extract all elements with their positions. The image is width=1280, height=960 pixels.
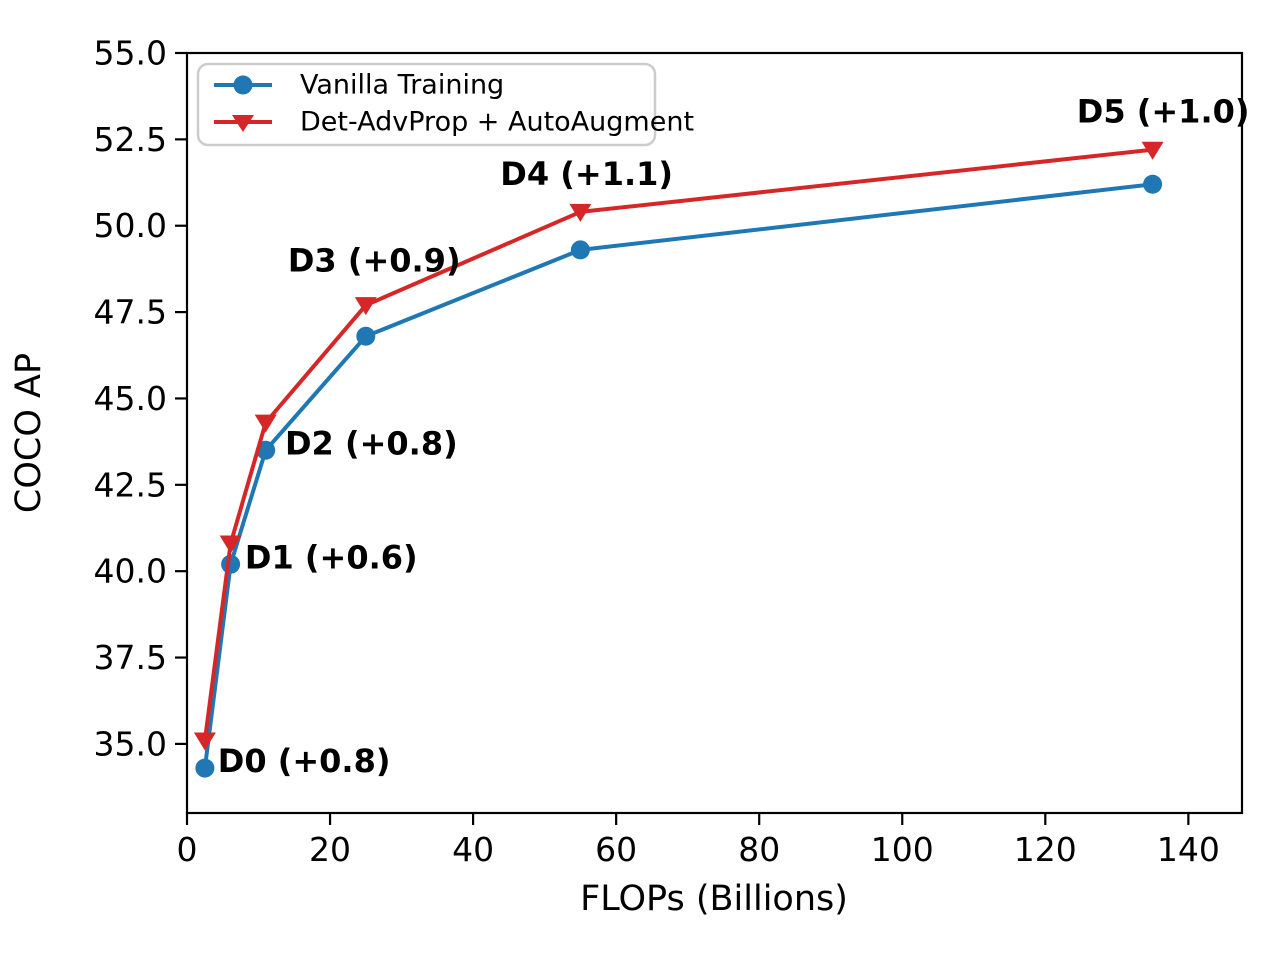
annotation-label: D5 (+1.0) [1077, 93, 1250, 131]
data-point-triangle-down [354, 297, 377, 316]
annotation-label: D4 (+1.1) [500, 155, 673, 193]
y-tick-label: 47.5 [94, 293, 167, 332]
y-tick-label: 55.0 [94, 34, 167, 73]
data-point-triangle-down [254, 414, 277, 433]
x-tick-label: 20 [309, 830, 351, 869]
point-annotations: D0 (+0.8) D1 (+0.6) D2 (+0.8) D3 (+0.9) D4 (… [218, 93, 1250, 780]
x-tick-label: 0 [177, 830, 198, 869]
x-axis-ticks: 0 20 40 60 80 100 120 140 [177, 813, 1220, 869]
plot-area [185, 51, 1244, 815]
data-point-triangle-down [569, 203, 592, 222]
legend-box [196, 62, 657, 147]
annotation-label: D0 (+0.8) [218, 742, 391, 780]
legend-entry-advprop: Det-AdvProp + AutoAugment [214, 107, 694, 138]
annotation-label: D1 (+0.6) [245, 538, 418, 576]
triangle-down-marker-icon [232, 115, 254, 132]
y-tick-label: 37.5 [94, 638, 167, 677]
series-line-circle [202, 182, 1153, 769]
x-tick-label: 80 [738, 830, 780, 869]
y-axis-ticks: 35.0 37.5 40.0 42.5 45.0 47.5 50.0 52.5 55.0 [94, 34, 187, 763]
legend-entry-vanilla: Vanilla Training [214, 70, 504, 101]
circle-marker-icon [233, 75, 253, 95]
x-tick-label: 120 [1014, 830, 1077, 869]
legend-label-advprop: Det-AdvProp + AutoAugment [300, 107, 694, 138]
y-tick-label: 40.0 [94, 552, 167, 591]
x-tick-label: 100 [871, 830, 934, 869]
x-axis-label: FLOPs (Billions) [580, 879, 848, 919]
data-point-circle [1143, 174, 1163, 194]
data-point-triangle-down [1141, 141, 1164, 160]
legend-label-vanilla: Vanilla Training [300, 70, 504, 101]
y-tick-label: 35.0 [94, 724, 167, 763]
x-tick-label: 140 [1157, 830, 1220, 869]
data-point-circle [356, 326, 376, 346]
y-axis-label: COCO AP [9, 353, 49, 513]
annotation-label: D2 (+0.8) [285, 424, 458, 462]
data-point-circle [195, 758, 215, 778]
x-tick-label: 40 [452, 830, 494, 869]
data-point-circle [570, 240, 590, 260]
series-line-triangle-down [202, 147, 1153, 741]
y-tick-label: 50.0 [94, 206, 167, 245]
y-tick-label: 42.5 [94, 465, 167, 504]
x-tick-label: 60 [595, 830, 637, 869]
annotation-label: D3 (+0.9) [288, 241, 461, 279]
legend: Vanilla Training Det-AdvProp + AutoAugme… [196, 62, 694, 147]
data-series [193, 141, 1164, 778]
y-tick-label: 52.5 [94, 120, 167, 159]
data-point-triangle-down [193, 732, 216, 751]
data-point-triangle-down [219, 535, 242, 554]
y-tick-label: 45.0 [94, 379, 167, 418]
